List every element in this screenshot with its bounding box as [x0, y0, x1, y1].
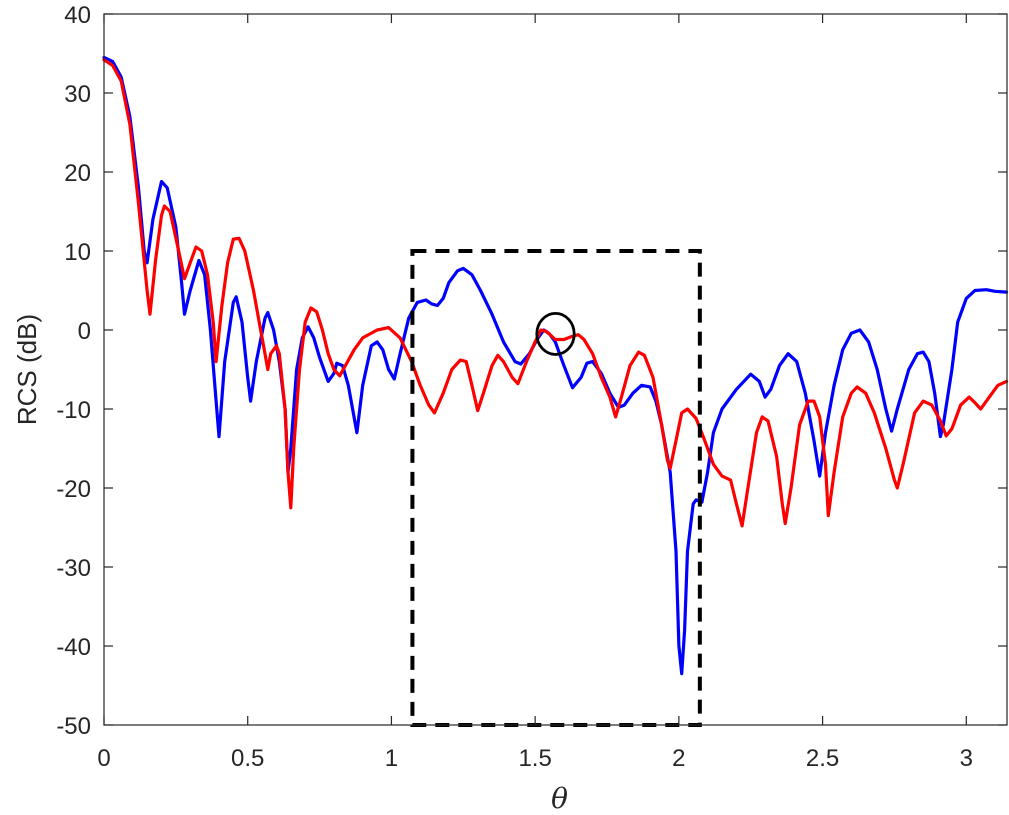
- y-tick-label: -20: [56, 476, 91, 503]
- plot-area: [102, 55, 1009, 676]
- y-tick-label: -50: [56, 713, 91, 740]
- y-tick-label: -10: [56, 397, 91, 424]
- y-tick-label: 10: [64, 239, 91, 266]
- y-tick-label: 20: [64, 160, 91, 187]
- y-tick-label: 30: [64, 81, 91, 108]
- x-tick-label: 1: [385, 745, 398, 772]
- ticks: 0 0.5 1 1.5 2 2.5 3 -50 -40 -30 -20 -10 0 10 20 30 40: [56, 2, 1007, 772]
- y-tick-label: 0: [78, 318, 91, 345]
- series-line-1: [102, 55, 1009, 676]
- x-axis-label: θ: [551, 782, 568, 815]
- annotations: [410, 249, 702, 727]
- highlight-circle: [535, 312, 576, 356]
- y-tick-label: -40: [56, 634, 91, 661]
- x-tick-label: 3: [960, 745, 973, 772]
- x-tick-label: 0: [97, 745, 110, 772]
- series-line-2: [102, 58, 1009, 528]
- x-tick-label: 2: [672, 745, 685, 772]
- y-tick-label: -30: [56, 555, 91, 582]
- dashed-highlight-box: [410, 249, 702, 727]
- y-axis-label: RCS (dB): [12, 314, 42, 425]
- axes-frame: [103, 13, 1008, 726]
- x-tick-label: 2.5: [806, 745, 839, 772]
- x-tick-label: 0.5: [231, 745, 264, 772]
- x-tick-label: 1.5: [518, 745, 551, 772]
- y-tick-label: 40: [64, 2, 91, 29]
